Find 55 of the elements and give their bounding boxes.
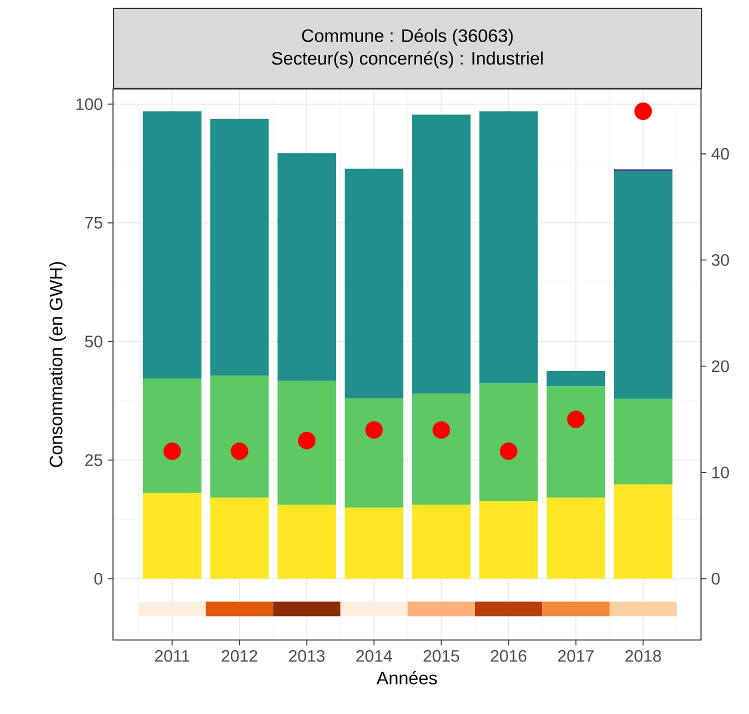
bar — [614, 169, 672, 172]
x-tick-label: 2014 — [356, 650, 392, 662]
x-tick-label: 2016 — [490, 650, 526, 662]
bar — [344, 508, 404, 579]
y2-tick-label: 20 — [712, 360, 729, 372]
chart-subtitle: Secteur(s) concerné(s) : Industriel — [272, 51, 543, 68]
bar — [546, 386, 606, 498]
bar — [344, 168, 404, 398]
bar — [277, 380, 336, 505]
bar — [479, 111, 538, 384]
y2-tick-label: 40 — [711, 148, 729, 160]
bar — [614, 172, 672, 399]
y-tick-label: 50 — [85, 336, 102, 348]
bar — [614, 398, 672, 484]
point — [432, 421, 450, 439]
bar — [142, 492, 202, 579]
bar — [614, 484, 672, 579]
point — [634, 102, 652, 120]
y-tick-label: 0 — [94, 572, 102, 585]
point — [163, 442, 181, 460]
x-tick-label: 2011 — [155, 650, 190, 662]
point — [365, 421, 383, 439]
y-tick-label: 75 — [85, 217, 102, 229]
bar — [479, 500, 538, 579]
bar — [210, 118, 269, 376]
y2-tick-label: 0 — [712, 572, 720, 585]
bar — [344, 398, 404, 508]
y2-tick-label: 10 — [712, 466, 729, 478]
bar — [546, 498, 606, 579]
x-tick-label: 2013 — [289, 650, 325, 662]
bar — [412, 114, 471, 394]
bar — [277, 153, 336, 381]
x-tick-label: 2018 — [625, 650, 661, 662]
y-axis-title: Consommation (en GWH) — [49, 262, 66, 468]
bar — [210, 376, 269, 498]
bar — [277, 504, 336, 579]
point — [298, 432, 316, 450]
bar — [479, 383, 538, 501]
point — [230, 442, 248, 460]
bar — [412, 394, 471, 505]
x-tick-label: 2017 — [558, 650, 594, 662]
bar — [412, 504, 471, 579]
point — [567, 410, 585, 428]
bar — [142, 378, 202, 493]
bar — [546, 370, 606, 386]
chart-title: Commune : Déols (36063) — [302, 28, 513, 46]
point — [500, 442, 518, 460]
x-tick-label: 2012 — [222, 650, 258, 662]
y2-tick-label: 30 — [712, 254, 729, 266]
bar — [142, 111, 202, 378]
x-axis-title: Années — [376, 670, 437, 684]
y-tick-label: 100 — [76, 98, 102, 110]
y-tick-label: 25 — [85, 454, 102, 466]
x-tick-label: 2015 — [424, 650, 460, 662]
bar — [210, 498, 269, 579]
